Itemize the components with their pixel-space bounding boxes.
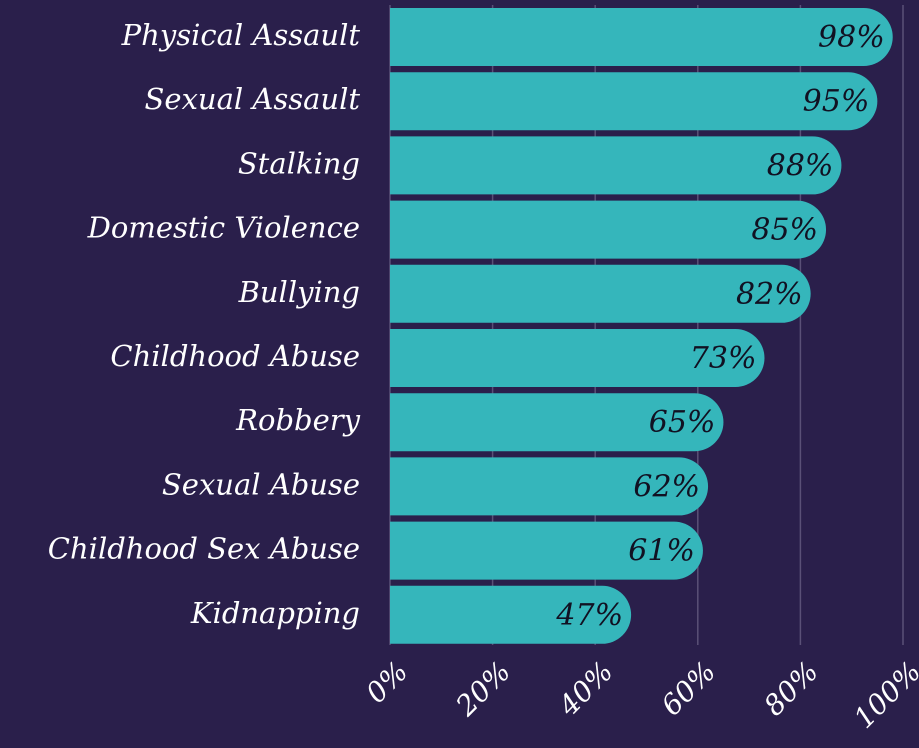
data-label: 73% bbox=[690, 341, 757, 376]
y-tick-label: Domestic Violence bbox=[87, 211, 360, 245]
y-tick-label: Childhood Sex Abuse bbox=[48, 532, 360, 566]
x-tick-label: 40% bbox=[551, 655, 619, 723]
bar bbox=[390, 393, 724, 452]
data-label: 62% bbox=[633, 469, 700, 504]
bar bbox=[390, 200, 827, 259]
bar bbox=[390, 521, 703, 580]
bar bbox=[390, 72, 878, 131]
x-tick-label: 0% bbox=[360, 655, 415, 710]
x-tick-label: 80% bbox=[757, 655, 824, 722]
y-tick-label: Robbery bbox=[235, 403, 360, 437]
bar bbox=[390, 136, 842, 195]
x-tick-label: 100% bbox=[847, 655, 919, 735]
data-label: 47% bbox=[555, 598, 623, 633]
data-label: 98% bbox=[818, 20, 885, 55]
data-label: 95% bbox=[803, 84, 870, 119]
y-tick-label: Sexual Abuse bbox=[162, 467, 360, 501]
y-tick-label: Stalking bbox=[238, 146, 360, 180]
data-label: 85% bbox=[751, 213, 818, 248]
x-tick-label: 60% bbox=[655, 655, 722, 722]
data-label: 88% bbox=[767, 148, 834, 183]
y-tick-label: Childhood Abuse bbox=[110, 339, 360, 373]
x-tick-label: 20% bbox=[449, 655, 517, 723]
bar bbox=[390, 585, 632, 644]
bar bbox=[390, 264, 811, 323]
data-label: 61% bbox=[628, 534, 695, 569]
data-label: 65% bbox=[649, 405, 716, 440]
y-tick-label: Kidnapping bbox=[190, 596, 360, 630]
y-tick-label: Sexual Assault bbox=[145, 82, 361, 116]
bar bbox=[390, 329, 765, 387]
bar bbox=[390, 8, 893, 66]
y-tick-label: Physical Assault bbox=[121, 18, 361, 52]
y-tick-label: Bullying bbox=[238, 275, 360, 309]
bar bbox=[390, 457, 709, 516]
data-label: 82% bbox=[736, 277, 803, 312]
